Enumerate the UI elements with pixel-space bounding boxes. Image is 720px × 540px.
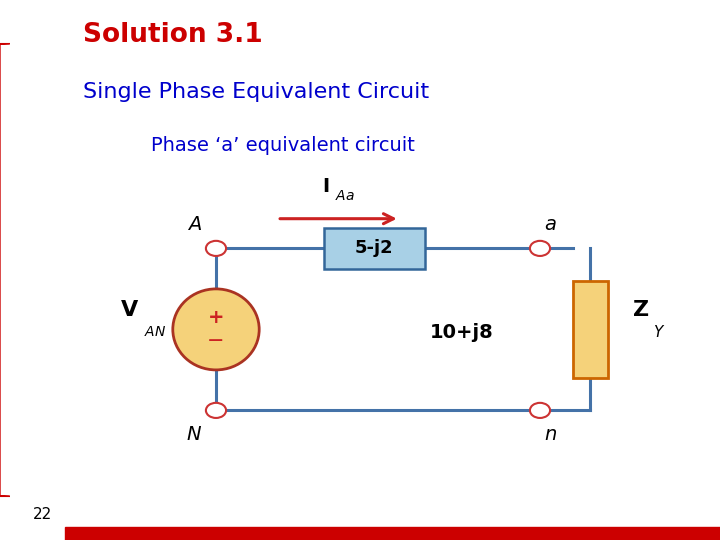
Bar [324, 228, 425, 268]
Polygon shape [0, 44, 10, 496]
Text: $\mathit{Y}$: $\mathit{Y}$ [653, 324, 665, 340]
Circle shape [206, 241, 226, 256]
Text: $\mathit{N}$: $\mathit{N}$ [186, 425, 202, 444]
Text: −: − [207, 331, 225, 352]
Ellipse shape [173, 289, 259, 370]
Text: Phase ‘a’ equivalent circuit: Phase ‘a’ equivalent circuit [151, 136, 415, 156]
Text: Single Phase Equivalent Circuit: Single Phase Equivalent Circuit [83, 82, 429, 102]
Text: $\mathbf{Z}$: $\mathbf{Z}$ [631, 300, 649, 320]
Text: $\mathbf{V}$: $\mathbf{V}$ [120, 300, 139, 320]
Text: $\mathit{A}$: $\mathit{A}$ [187, 214, 202, 234]
Circle shape [206, 403, 226, 418]
Text: +: + [208, 308, 224, 327]
Text: 10+j8: 10+j8 [429, 322, 493, 342]
Bar [573, 281, 608, 378]
Text: $\mathit{n}$: $\mathit{n}$ [544, 425, 557, 444]
Text: Solution 3.1: Solution 3.1 [83, 22, 263, 48]
Circle shape [530, 403, 550, 418]
Circle shape [530, 241, 550, 256]
Text: $\mathbf{I}$: $\mathbf{I}$ [323, 177, 330, 196]
Text: $\mathit{AN}$: $\mathit{AN}$ [144, 325, 166, 339]
Text: $\mathit{a}$: $\mathit{a}$ [544, 214, 557, 234]
Text: 22: 22 [32, 507, 52, 522]
Text: 5-j2: 5-j2 [355, 239, 394, 258]
Text: $\mathit{Aa}$: $\mathit{Aa}$ [335, 189, 355, 203]
Polygon shape [65, 526, 720, 540]
